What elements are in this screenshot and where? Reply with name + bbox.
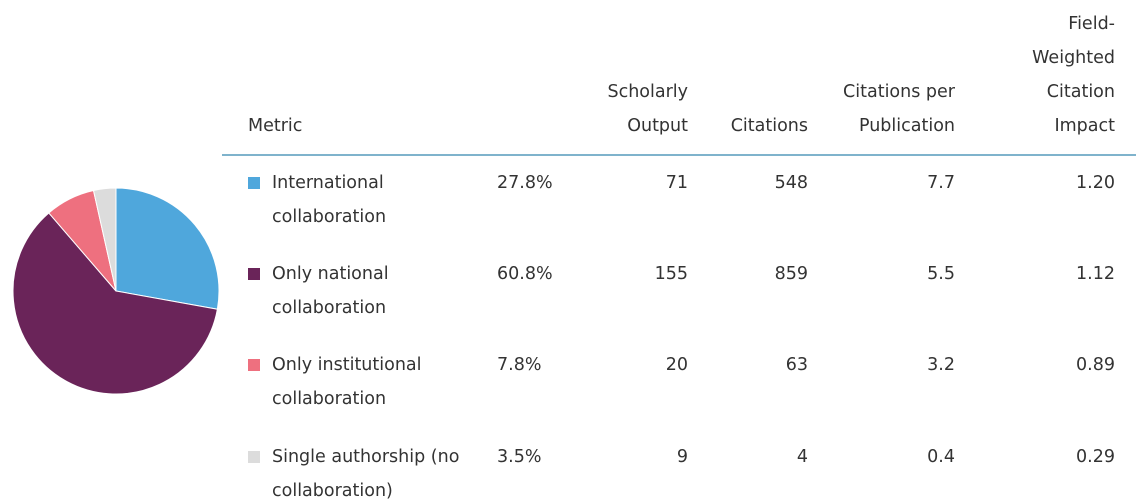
column-header: Scholarly Output	[607, 82, 688, 136]
column-header: Field-Weighted Citation Impact	[1032, 14, 1115, 136]
share-label: 3.5%	[497, 447, 542, 467]
pie-slice	[12, 212, 218, 395]
table-cell: 4	[796, 447, 808, 467]
metric-name: Only national collaboration	[272, 264, 389, 318]
metric-name: Only institutional collaboration	[272, 355, 422, 409]
table-cell: 71	[665, 173, 688, 193]
metric-name: International collaboration	[272, 173, 387, 227]
table-cell: 5.5	[927, 264, 955, 284]
share-label: 7.8%	[497, 355, 542, 375]
table-cell: 7.7	[927, 173, 955, 193]
pie-slice	[115, 187, 220, 310]
column-header: Citations	[730, 116, 808, 136]
table-cell: 0.4	[927, 447, 955, 467]
table-cell: 0.89	[1076, 355, 1115, 375]
table-cell: 9	[676, 447, 688, 467]
table-cell: 3.2	[927, 355, 955, 375]
metric-header: Metric	[248, 116, 303, 136]
table-cell: 548	[774, 173, 808, 193]
table-cell: 1.12	[1076, 264, 1115, 284]
table-cell: 20	[665, 355, 688, 375]
share-label: 27.8%	[497, 173, 553, 193]
metric-name: Single authorship (no collaboration)	[272, 447, 460, 501]
legend-swatch	[248, 268, 260, 280]
share-label: 60.8%	[497, 264, 553, 284]
column-header: Citations per Publication	[843, 82, 955, 136]
table-cell: 859	[774, 264, 808, 284]
table-cell: 63	[785, 355, 808, 375]
table-cell: 0.29	[1076, 447, 1115, 467]
legend-swatch	[248, 177, 260, 189]
table-cell: 1.20	[1076, 173, 1115, 193]
header-rule	[222, 154, 1136, 156]
legend-swatch	[248, 359, 260, 371]
legend-swatch	[248, 451, 260, 463]
pie-slice	[92, 187, 117, 292]
pie-chart	[12, 187, 220, 395]
table-cell: 155	[654, 264, 688, 284]
